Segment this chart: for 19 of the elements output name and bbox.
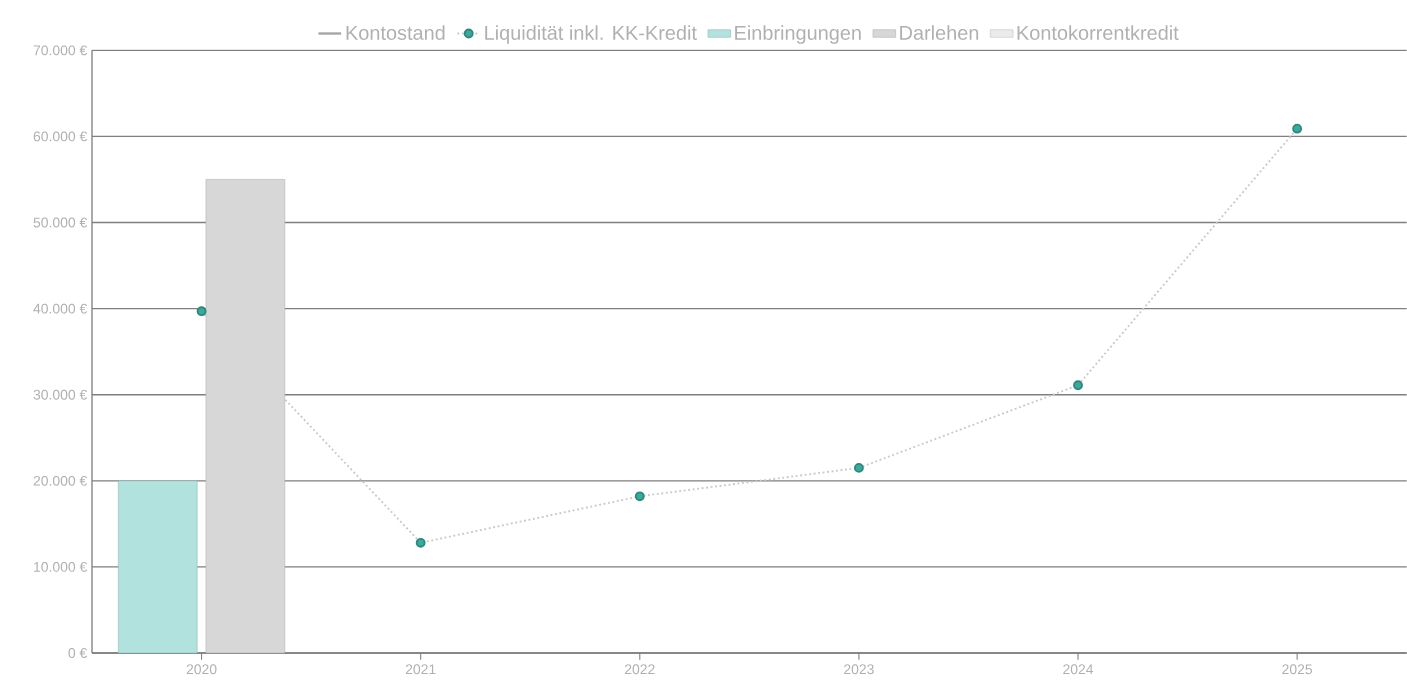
y-tick-label: 30.000 € — [33, 389, 88, 400]
legend-label: Kontokorrentkredit — [1017, 25, 1179, 40]
y-tick-label: 50.000 € — [33, 217, 88, 228]
legend-label: Liquidität inkl. KK-Kredit — [485, 25, 697, 44]
x-tick-label: 2021 — [405, 664, 436, 675]
x-tick-label: 2023 — [844, 664, 874, 675]
y-tick-label: 60.000 € — [33, 131, 88, 142]
x-tick-label: 2024 — [1063, 664, 1094, 675]
legend-label: Kontostand — [346, 25, 445, 40]
legend-label: Darlehen — [900, 25, 979, 40]
y-tick-label: 40.000 € — [33, 303, 88, 314]
x-tick-label: 2025 — [1282, 664, 1313, 675]
y-tick-label: 0 € — [68, 648, 88, 658]
y-tick-label: 10.000 € — [34, 561, 88, 572]
legend-label: Einbringungen — [735, 25, 861, 44]
x-tick-label: 2022 — [624, 664, 655, 675]
y-tick-label: 70.000 € — [33, 45, 88, 56]
y-tick-label: 20.000 € — [33, 475, 88, 486]
x-tick-label: 2020 — [186, 664, 217, 675]
